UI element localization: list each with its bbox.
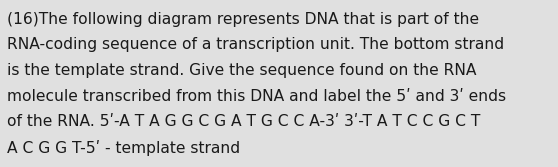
Text: (16)The following diagram represents DNA that is part of the: (16)The following diagram represents DNA… <box>7 12 479 27</box>
Text: of the RNA. 5ʹ-A T A G G C G A T G C C A-3ʹ 3ʹ-T A T C C G C T: of the RNA. 5ʹ-A T A G G C G A T G C C A… <box>7 114 480 129</box>
Text: molecule transcribed from this DNA and label the 5ʹ and 3ʹ ends: molecule transcribed from this DNA and l… <box>7 89 506 104</box>
Text: is the template strand. Give the sequence found on the RNA: is the template strand. Give the sequenc… <box>7 63 477 78</box>
Text: RNA-coding sequence of a transcription unit. The bottom strand: RNA-coding sequence of a transcription u… <box>7 37 504 52</box>
Text: A C G G T-5ʹ - template strand: A C G G T-5ʹ - template strand <box>7 140 240 156</box>
